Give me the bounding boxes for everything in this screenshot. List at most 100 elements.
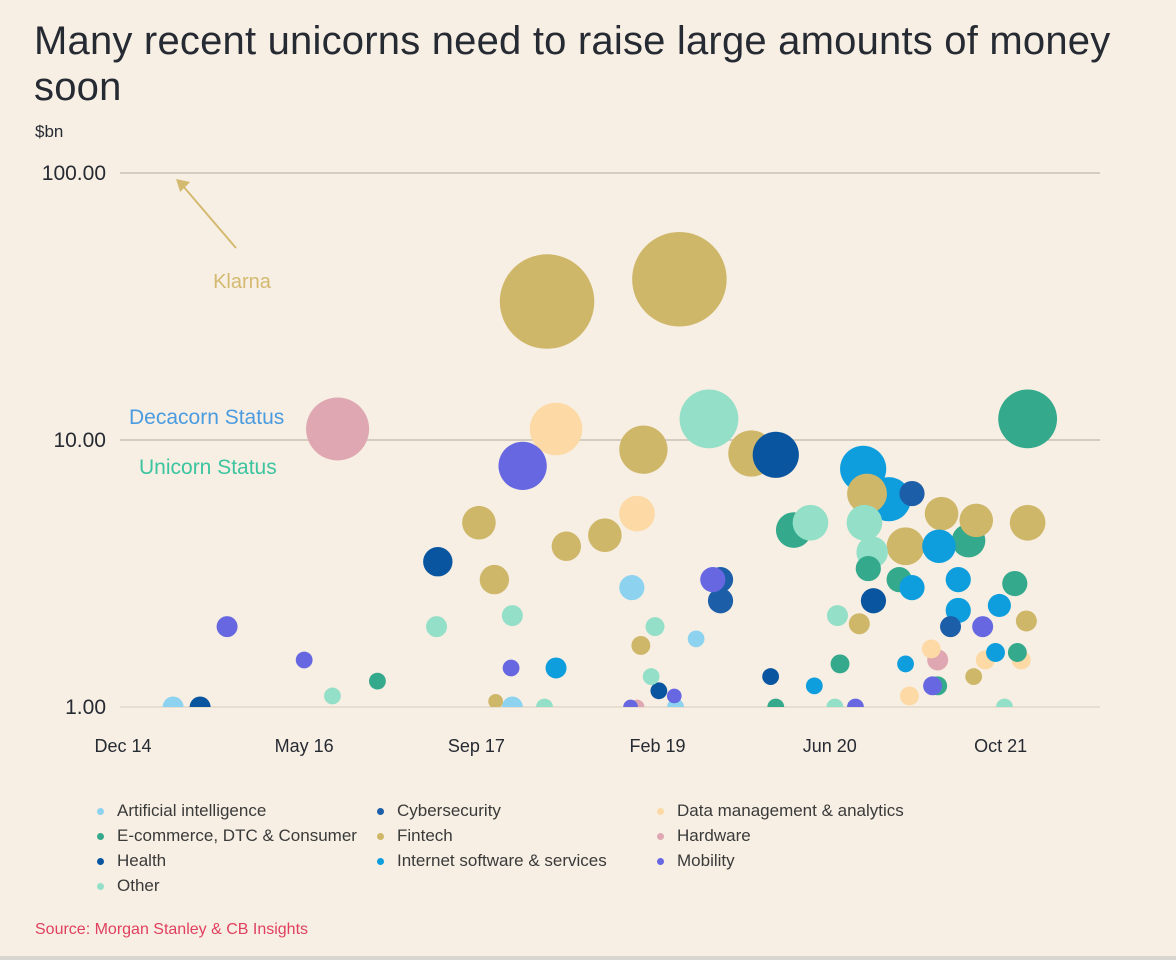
bubble-point bbox=[860, 588, 887, 614]
bubble-point bbox=[588, 518, 622, 552]
bubble-point bbox=[762, 668, 780, 685]
y-tick-label: 100.00 bbox=[42, 162, 106, 185]
annotation-decacorn-status: Decacorn Status bbox=[129, 406, 284, 429]
bubble-point bbox=[921, 639, 941, 659]
y-axis-unit-label: $bn bbox=[35, 122, 64, 141]
x-tick-label: Oct 21 bbox=[974, 736, 1027, 756]
bubble-point bbox=[826, 605, 848, 627]
bubble-point bbox=[848, 613, 870, 635]
bubble-point bbox=[632, 231, 727, 327]
bubble-point bbox=[501, 605, 523, 627]
bubble-point bbox=[899, 575, 925, 601]
bubble-point bbox=[767, 698, 785, 707]
x-tick-label: Feb 19 bbox=[630, 736, 686, 756]
bubble-point bbox=[945, 567, 971, 593]
legend-label: Mobility bbox=[677, 851, 735, 870]
bubble-point bbox=[631, 636, 651, 655]
legend-item: Internet software & services bbox=[377, 850, 657, 872]
legend-item: Artificial intelligence bbox=[97, 800, 377, 822]
bubble-chart: 100.00 10.00 1.00 Dec 14 May 16 Sep 17 Feb 19… bbox=[42, 162, 1100, 756]
legend-label: E-commerce, DTC & Consumer bbox=[117, 826, 357, 845]
bubbles bbox=[162, 231, 1058, 707]
bubble-point bbox=[488, 693, 503, 707]
legend-swatch-icon bbox=[97, 832, 104, 840]
x-tick-label: Dec 14 bbox=[94, 736, 151, 756]
source-note: Source: Morgan Stanley & CB Insights bbox=[35, 921, 309, 938]
bubble-point bbox=[324, 687, 341, 705]
legend-swatch-icon bbox=[377, 807, 384, 815]
gridlines bbox=[120, 172, 1100, 708]
legend-item: Other bbox=[97, 875, 377, 897]
bubble-point bbox=[369, 672, 386, 690]
legend-swatch-icon bbox=[657, 807, 664, 815]
legend-label: Health bbox=[117, 851, 167, 870]
legend-label: Data management & analytics bbox=[677, 801, 904, 820]
bubble-point bbox=[707, 588, 734, 614]
bubble-point bbox=[899, 686, 919, 706]
legend-swatch-icon bbox=[657, 832, 664, 840]
legend-label: Other bbox=[117, 876, 160, 895]
legend-item: Cybersecurity bbox=[377, 800, 657, 822]
bottom-border bbox=[0, 956, 1176, 960]
bubble-point bbox=[501, 696, 523, 707]
bubble-point bbox=[996, 698, 1013, 707]
bubble-point bbox=[987, 593, 1011, 618]
bubble-point bbox=[619, 575, 645, 601]
legend-label: Internet software & services bbox=[397, 851, 607, 870]
legend-empty bbox=[657, 875, 957, 897]
bubble-point bbox=[846, 504, 883, 541]
chart-title: Many recent unicorns need to raise large… bbox=[34, 19, 1111, 109]
annotation-klarna: Klarna bbox=[213, 271, 272, 293]
bubble-point bbox=[922, 529, 956, 564]
bubble-point bbox=[1002, 570, 1028, 597]
legend-empty bbox=[377, 875, 657, 897]
bubble-point bbox=[502, 659, 520, 677]
legend-item: Data management & analytics bbox=[657, 800, 957, 822]
legend-item: Health bbox=[97, 850, 377, 872]
bubble-point bbox=[940, 616, 962, 638]
bubble-point bbox=[189, 696, 211, 707]
bubble-point bbox=[619, 495, 655, 532]
annotations: Klarna Decacorn Status Unicorn Status bbox=[129, 179, 284, 479]
y-tick-label: 1.00 bbox=[65, 696, 106, 719]
x-tick-label: Sep 17 bbox=[448, 736, 505, 756]
legend-item: Hardware bbox=[657, 825, 957, 847]
bubble-point bbox=[847, 698, 864, 707]
bubble-point bbox=[498, 441, 547, 491]
legend-item: E-commerce, DTC & Consumer bbox=[97, 825, 377, 847]
bubble-point bbox=[645, 617, 665, 637]
bubble-point bbox=[959, 503, 994, 538]
bubble-point bbox=[479, 564, 510, 595]
bubble-point bbox=[650, 682, 668, 700]
bubble-point bbox=[923, 676, 942, 696]
bubble-point bbox=[551, 531, 582, 561]
bubble-point bbox=[642, 668, 660, 685]
bubble-point bbox=[619, 425, 668, 474]
bubble-point bbox=[623, 699, 638, 707]
x-axis-ticks: Dec 14 May 16 Sep 17 Feb 19 Jun 20 Oct 21 bbox=[94, 736, 1027, 756]
legend: Artificial intelligence Cybersecurity Data… bbox=[97, 800, 997, 897]
bubble-point bbox=[1007, 643, 1027, 662]
bubble-point bbox=[536, 698, 553, 707]
bubble-point bbox=[897, 655, 914, 673]
bubble-point bbox=[687, 630, 705, 648]
bubble-point bbox=[295, 651, 313, 669]
bubble-point bbox=[216, 616, 238, 638]
bubble-point bbox=[792, 504, 829, 541]
x-tick-label: Jun 20 bbox=[803, 736, 857, 756]
bubble-point bbox=[700, 567, 726, 593]
legend-item: Fintech bbox=[377, 825, 657, 847]
legend-swatch-icon bbox=[657, 857, 664, 865]
bubble-point bbox=[965, 668, 983, 685]
bubble-point bbox=[423, 547, 453, 577]
bubble-point bbox=[426, 616, 448, 638]
bubble-point bbox=[986, 643, 1005, 662]
bubble-point bbox=[924, 496, 959, 531]
bubble-point bbox=[529, 402, 583, 456]
klarna-arrow-line bbox=[181, 184, 237, 249]
y-axis-ticks: 100.00 10.00 1.00 bbox=[42, 162, 106, 719]
bubble-point bbox=[1009, 504, 1046, 541]
legend-swatch-icon bbox=[97, 857, 104, 865]
y-tick-label: 10.00 bbox=[53, 429, 106, 452]
bubble-point bbox=[499, 254, 595, 349]
